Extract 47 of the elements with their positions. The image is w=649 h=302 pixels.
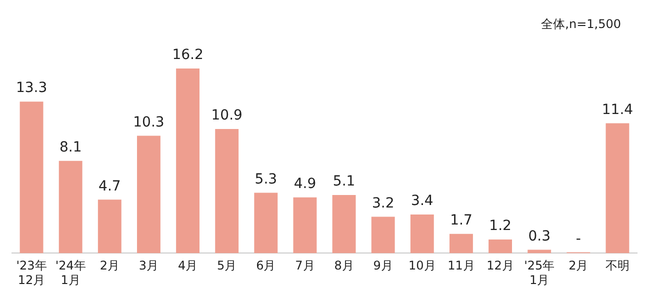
bar <box>410 214 434 254</box>
x-tick-label: 8月 <box>334 258 354 273</box>
data-label: 3.4 <box>411 193 434 210</box>
x-tick-label: 3月 <box>138 258 159 273</box>
x-tick-label: 2月 <box>568 258 588 273</box>
bar <box>254 192 278 254</box>
bar <box>293 197 317 254</box>
x-tick-label: 4月 <box>178 258 198 273</box>
x-tick-label: 11月 <box>448 258 475 273</box>
data-label: 3.2 <box>372 195 394 212</box>
bar <box>176 68 200 254</box>
x-tick-label: 10月 <box>408 258 436 273</box>
data-label: 11.4 <box>602 102 634 118</box>
x-tick-label: 5月 <box>217 258 237 273</box>
data-label: 4.7 <box>98 178 121 194</box>
x-tick-label: '23年 12月 <box>16 258 47 287</box>
bar <box>215 128 239 254</box>
x-tick-label: '25年 1月 <box>524 258 555 287</box>
bar <box>98 200 122 254</box>
x-tick-label: 不明 <box>605 258 630 273</box>
data-label: 10.3 <box>133 114 164 130</box>
x-tick-label: 12月 <box>486 258 514 273</box>
data-label: 1.7 <box>450 212 472 228</box>
data-label: 0.3 <box>528 228 550 244</box>
bar <box>58 160 82 254</box>
data-label: - <box>576 230 581 247</box>
text: 全体,n=1,500 <box>541 16 621 33</box>
data-label: 4.9 <box>294 176 316 192</box>
bar <box>606 123 630 254</box>
bar <box>20 102 44 254</box>
x-tick-label: 9月 <box>373 258 393 273</box>
data-label: 5.3 <box>254 171 278 188</box>
x-tick-label: '24年 1月 <box>55 258 86 287</box>
data-label: 1.2 <box>489 218 512 234</box>
data-label: 13.3 <box>16 80 48 96</box>
bar <box>332 195 356 254</box>
bar <box>488 240 512 254</box>
bar <box>137 136 160 254</box>
data-label: 16.2 <box>172 47 204 64</box>
data-label: 10.9 <box>211 108 242 124</box>
x-tick-label: 6月 <box>256 258 276 273</box>
data-label: 5.1 <box>332 174 356 190</box>
x-tick-label: 7月 <box>295 258 315 273</box>
x-tick-label: 2月 <box>100 258 120 273</box>
bar <box>450 234 473 254</box>
bar <box>371 216 395 254</box>
data-label: 8.1 <box>59 140 82 156</box>
